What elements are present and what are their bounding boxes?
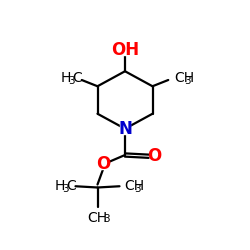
- Text: 3: 3: [62, 184, 68, 194]
- Bar: [120, 124, 130, 134]
- Text: 3: 3: [68, 76, 75, 86]
- Text: H: H: [54, 179, 65, 193]
- Text: 3: 3: [184, 76, 191, 86]
- Bar: [98, 159, 108, 168]
- Text: 3: 3: [134, 184, 140, 194]
- Bar: [171, 73, 189, 82]
- Text: H: H: [61, 70, 71, 85]
- Text: CH: CH: [124, 179, 144, 193]
- Text: CH: CH: [174, 70, 194, 85]
- Text: OH: OH: [111, 41, 139, 59]
- Bar: [150, 152, 159, 161]
- Text: N: N: [118, 120, 132, 138]
- Text: O: O: [147, 147, 162, 165]
- Text: O: O: [96, 155, 110, 173]
- Bar: [118, 45, 132, 55]
- Text: 3: 3: [103, 214, 110, 224]
- Text: CH: CH: [88, 211, 108, 225]
- Bar: [61, 73, 79, 82]
- Text: C: C: [66, 179, 76, 193]
- Text: C: C: [73, 70, 83, 85]
